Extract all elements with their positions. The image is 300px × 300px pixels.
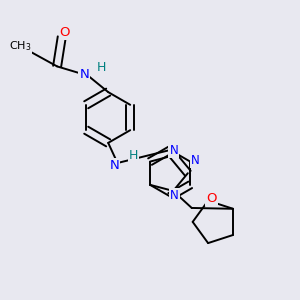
Text: N: N (171, 191, 179, 204)
Text: N: N (110, 159, 119, 172)
Text: N: N (170, 189, 179, 203)
Text: N: N (169, 144, 178, 157)
Text: CH$_3$: CH$_3$ (9, 39, 31, 53)
Text: O: O (60, 26, 70, 39)
Text: H: H (129, 149, 138, 162)
Text: N: N (80, 68, 89, 81)
Text: O: O (207, 192, 217, 205)
Text: H: H (97, 61, 106, 74)
Text: N: N (191, 154, 200, 167)
